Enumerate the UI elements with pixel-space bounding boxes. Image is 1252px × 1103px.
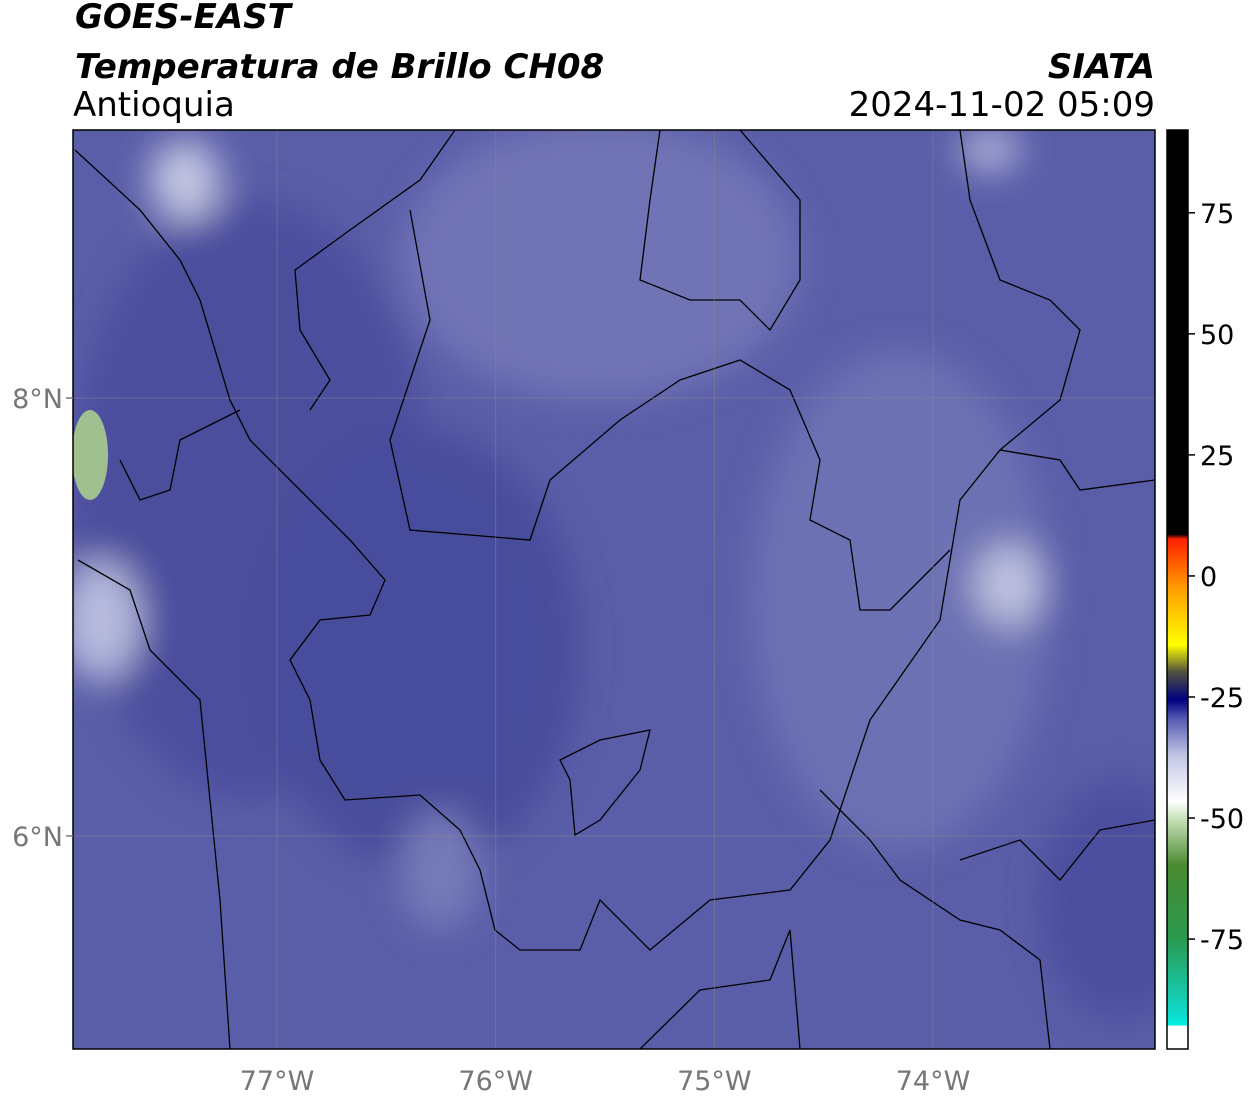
boundaries xyxy=(74,130,1155,1049)
satellite-image xyxy=(73,130,1155,1049)
colorbar-tick-label: -50 xyxy=(1200,804,1244,835)
title: GOES-EAST xyxy=(75,0,294,37)
x-tick-label: 75°W xyxy=(677,1066,752,1097)
colorbar-tick-label: 0 xyxy=(1200,562,1217,593)
map-frame xyxy=(72,129,1156,1050)
x-tick-label: 77°W xyxy=(240,1066,315,1097)
timestamp: 2024-11-02 05:09 xyxy=(849,85,1155,125)
colorbar-tick-label: 75 xyxy=(1200,199,1234,230)
subtitle: Temperatura de Brillo CH08 xyxy=(75,47,604,87)
cold-patch xyxy=(73,410,108,500)
region: Antioquia xyxy=(73,85,235,125)
colorbar xyxy=(1166,129,1189,1050)
x-tick-label: 76°W xyxy=(458,1066,533,1097)
colorbar-tick-label: -25 xyxy=(1200,683,1244,714)
grid xyxy=(73,130,1155,1049)
x-tick-label: 74°W xyxy=(896,1066,971,1097)
source: SIATA xyxy=(1048,47,1155,87)
colorbar-tick-label: 50 xyxy=(1200,320,1234,351)
colorbar-tick-label: -75 xyxy=(1200,925,1244,956)
colorbar-tick-label: 25 xyxy=(1200,441,1234,472)
y-tick-label: 6°N xyxy=(12,822,63,853)
y-tick-label: 8°N xyxy=(12,384,63,415)
